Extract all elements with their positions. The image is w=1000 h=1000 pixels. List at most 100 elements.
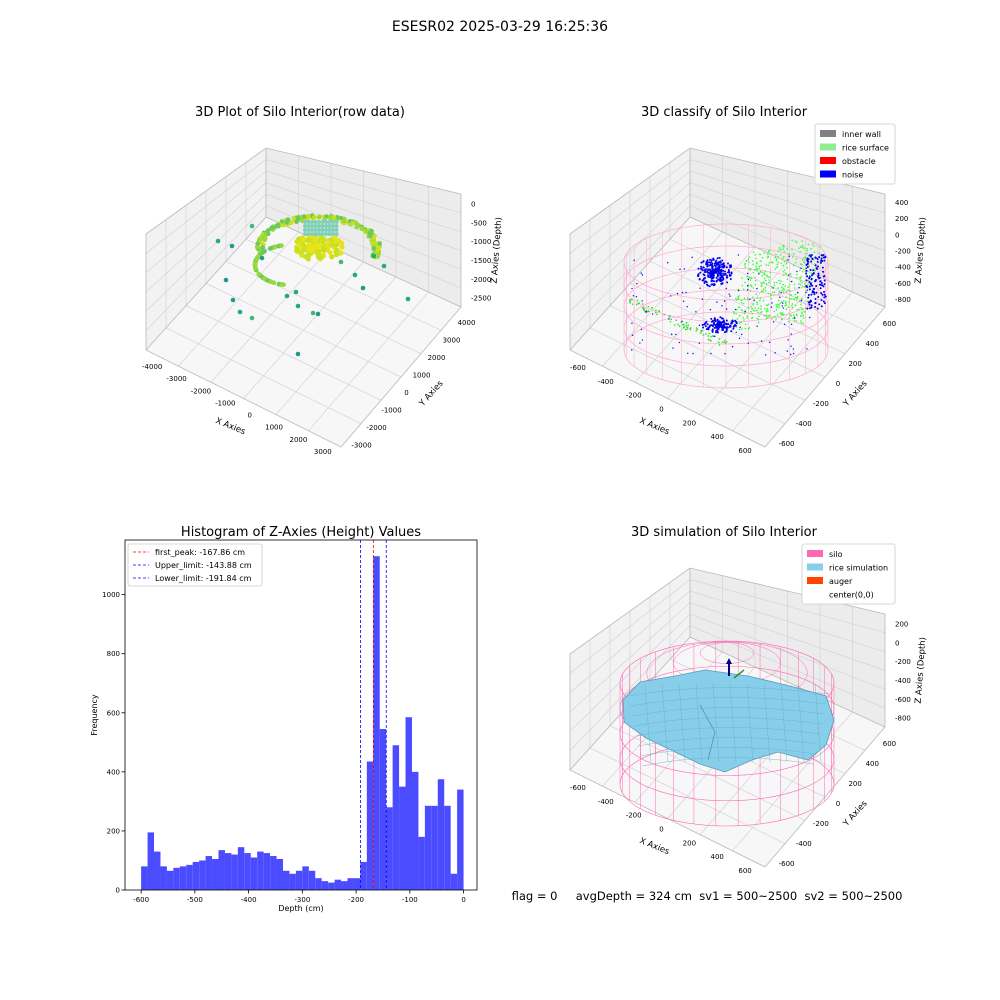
rice-surface-point xyxy=(801,259,804,261)
raw-point xyxy=(229,243,235,249)
noise-point xyxy=(709,261,712,264)
noise-point xyxy=(716,301,718,303)
rice-surface-point xyxy=(724,339,726,342)
raw-point xyxy=(310,220,314,224)
noise-point xyxy=(712,277,715,280)
raw-point xyxy=(334,220,339,224)
rice-surface-point xyxy=(796,273,798,276)
noise-point xyxy=(723,323,726,326)
rice-surface-point xyxy=(738,295,741,297)
rice-surface-point xyxy=(759,297,762,299)
noise-point xyxy=(783,323,786,326)
rice-surface-point xyxy=(702,334,705,336)
noise-point xyxy=(814,297,817,300)
rice-surface-point xyxy=(764,307,766,310)
rice-surface-point xyxy=(750,310,752,313)
noise-point xyxy=(813,291,816,294)
noise-point xyxy=(809,269,812,272)
raw-point xyxy=(295,351,301,357)
cls-legend-swatch xyxy=(820,157,836,164)
rice-surface-point xyxy=(736,308,738,311)
histogram-bar xyxy=(173,867,180,890)
raw-point xyxy=(320,224,325,228)
histogram-x-tick: -500 xyxy=(187,896,203,904)
raw-point xyxy=(303,232,307,236)
histogram-bar xyxy=(263,853,271,890)
rice-surface-point xyxy=(806,249,808,252)
rice-surface-point xyxy=(648,310,650,313)
noise-point xyxy=(711,279,714,282)
sim-z-tick: 0 xyxy=(895,639,899,647)
sim-y-tick: 200 xyxy=(848,780,861,788)
rice-mesh-line xyxy=(695,683,703,763)
rice-surface-point xyxy=(785,259,788,262)
cls-z-tick: -400 xyxy=(895,264,911,272)
histogram-bar xyxy=(308,870,316,890)
noise-point xyxy=(728,293,730,295)
cls-y-tick: -200 xyxy=(813,400,829,408)
raw-y-tick: 4000 xyxy=(458,319,476,327)
rice-surface-point xyxy=(790,275,792,278)
rice-surface-point xyxy=(776,281,778,284)
rice-surface-point xyxy=(754,254,757,256)
rice-surface-point xyxy=(642,303,644,305)
histogram-bar xyxy=(360,861,367,890)
noise-point xyxy=(819,283,822,286)
raw-point xyxy=(261,276,267,281)
noise-point xyxy=(670,333,673,335)
noise-point xyxy=(817,274,820,277)
noise-point xyxy=(738,337,741,340)
raw-point xyxy=(317,214,322,220)
rice-mesh-line xyxy=(712,683,720,763)
rice-surface-point xyxy=(740,299,743,302)
rice-surface-point xyxy=(754,307,757,309)
rice-surface-point xyxy=(779,248,782,251)
noise-point xyxy=(714,319,716,321)
rice-surface-point xyxy=(708,332,710,335)
raw-point xyxy=(249,315,255,321)
histogram-bar xyxy=(334,879,342,890)
rice-surface-point xyxy=(743,319,745,321)
histogram-bar xyxy=(289,873,296,890)
rice-surface-point xyxy=(799,263,802,265)
noise-point xyxy=(705,280,707,282)
noise-point xyxy=(823,283,826,286)
rice-surface-point xyxy=(800,298,803,300)
noise-point xyxy=(797,291,799,294)
rice-surface-point xyxy=(779,302,782,305)
histogram-bar xyxy=(257,851,264,890)
noise-point xyxy=(770,306,773,308)
sim-legend-swatch xyxy=(807,563,823,571)
rice-surface-point xyxy=(788,289,791,292)
noise-point xyxy=(720,282,723,285)
rice-mesh-line xyxy=(678,683,686,763)
histogram-bar xyxy=(373,556,380,890)
noise-point xyxy=(811,291,814,294)
noise-point xyxy=(772,287,774,289)
rice-surface-point xyxy=(792,317,794,320)
histogram-bar xyxy=(392,745,400,890)
rice-surface-point xyxy=(744,281,746,284)
raw-point xyxy=(215,238,221,244)
rice-surface-point xyxy=(770,297,773,300)
rice-surface-point xyxy=(781,257,784,260)
cls-grid xyxy=(669,238,866,331)
rice-surface-point xyxy=(765,318,768,320)
rice-surface-point xyxy=(779,312,782,314)
rice-surface-point xyxy=(638,302,641,304)
raw-z-tick: -500 xyxy=(471,219,487,227)
rice-surface-point xyxy=(791,248,793,251)
simulation-panel-title: 3D simulation of Silo Interior xyxy=(631,525,818,540)
rice-surface-point xyxy=(783,261,786,263)
rice-surface-point xyxy=(777,299,780,302)
rice-surface-point xyxy=(766,307,769,310)
raw-y-tick: -2000 xyxy=(366,424,386,432)
rice-surface-point xyxy=(780,280,782,282)
noise-point xyxy=(726,271,729,274)
rice-surface-point xyxy=(762,288,765,291)
raw-point xyxy=(318,254,324,261)
rice-surface-point xyxy=(735,326,738,328)
noise-point xyxy=(821,266,824,269)
raw-point xyxy=(272,244,278,250)
rice-surface-point xyxy=(760,311,763,313)
